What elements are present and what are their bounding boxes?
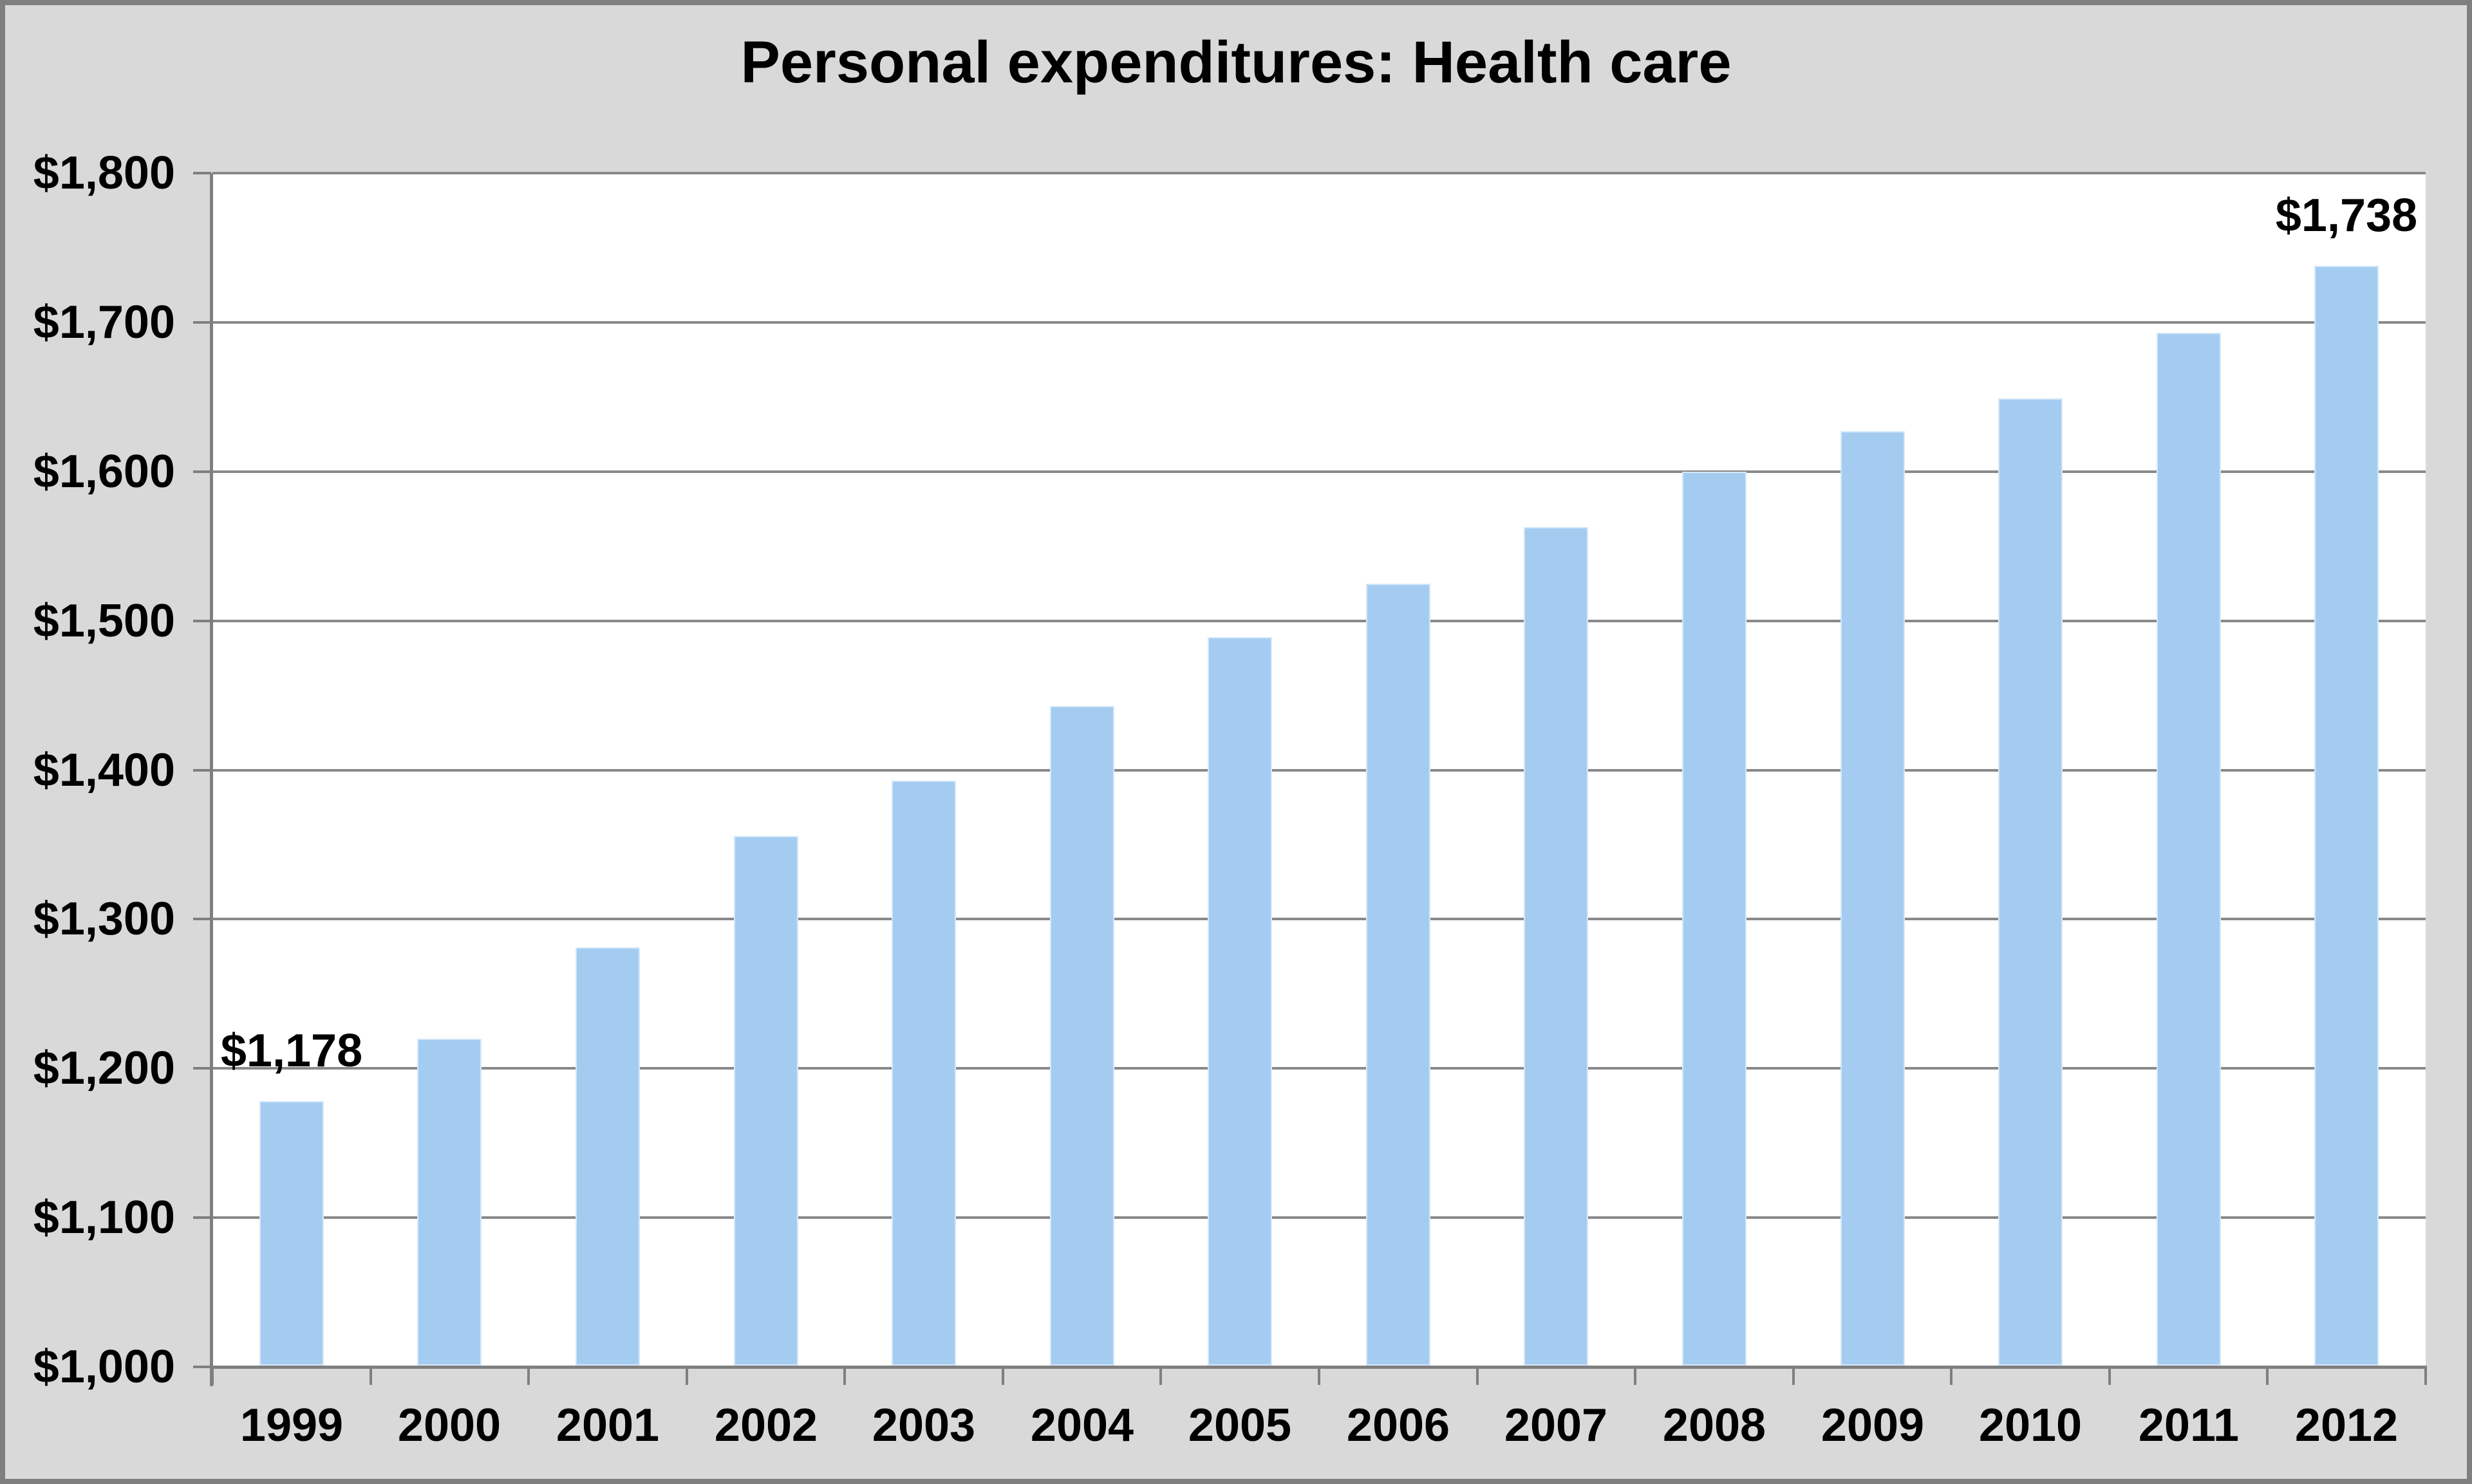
y-axis-label: $1,200 <box>33 1043 175 1094</box>
bar-2004 <box>1050 706 1114 1366</box>
x-axis-label-2000: 2000 <box>397 1400 501 1451</box>
y-axis-line <box>210 173 213 1386</box>
x-axis-label-2009: 2009 <box>1821 1400 1925 1451</box>
y-axis-tick <box>193 1366 211 1368</box>
bar-2007 <box>1524 527 1588 1366</box>
y-axis-label: $1,700 <box>33 297 175 348</box>
y-axis-label: $1,400 <box>33 745 175 796</box>
bar-2006 <box>1366 584 1430 1366</box>
x-axis-tick <box>2424 1366 2427 1385</box>
x-axis-tick <box>370 1366 372 1385</box>
data-label-2012: $1,738 <box>2275 190 2418 241</box>
x-axis-tick <box>2108 1366 2111 1385</box>
x-axis-label-2004: 2004 <box>1030 1400 1134 1451</box>
y-axis-tick <box>193 470 211 473</box>
gridline-1500 <box>212 620 2426 622</box>
x-axis-label-2001: 2001 <box>556 1400 660 1451</box>
bar-2002 <box>734 836 798 1366</box>
plot-area <box>212 172 2426 1367</box>
bar-2010 <box>1998 398 2063 1366</box>
x-axis-label-2007: 2007 <box>1504 1400 1608 1451</box>
x-axis-label-2003: 2003 <box>872 1400 976 1451</box>
x-axis-tick <box>686 1366 688 1385</box>
y-axis-tick <box>193 620 211 622</box>
y-axis-label: $1,500 <box>33 595 175 647</box>
bar-2009 <box>1840 431 1905 1366</box>
x-axis-tick <box>2266 1366 2269 1385</box>
chart-title: Personal expenditures: Health care <box>740 30 1732 95</box>
x-axis-label-1999: 1999 <box>239 1400 344 1451</box>
x-axis-label-2005: 2005 <box>1188 1400 1292 1451</box>
gridline-1800 <box>212 172 2426 174</box>
x-axis-tick <box>1476 1366 1479 1385</box>
bar-2008 <box>1682 472 1746 1366</box>
x-axis-tick <box>1634 1366 1636 1385</box>
gridline-1400 <box>212 769 2426 772</box>
y-axis-label: $1,600 <box>33 446 175 497</box>
x-axis-tick <box>1792 1366 1795 1385</box>
x-axis-tick <box>1159 1366 1162 1385</box>
bar-1999 <box>259 1101 324 1366</box>
x-axis-label-2008: 2008 <box>1662 1400 1766 1451</box>
x-axis-label-2002: 2002 <box>714 1400 818 1451</box>
x-axis-tick <box>1318 1366 1320 1385</box>
bar-2001 <box>576 947 640 1366</box>
y-axis-tick <box>193 918 211 920</box>
y-axis-tick <box>193 172 211 174</box>
bar-2012 <box>2314 266 2379 1366</box>
x-axis-line <box>212 1366 2426 1369</box>
gridline-1100 <box>212 1216 2426 1219</box>
bar-2005 <box>1208 637 1272 1366</box>
x-axis-label-2006: 2006 <box>1346 1400 1450 1451</box>
gridline-1700 <box>212 321 2426 324</box>
bar-2000 <box>417 1039 482 1366</box>
x-axis-tick <box>1002 1366 1004 1385</box>
x-axis-label-2011: 2011 <box>2138 1400 2240 1451</box>
y-axis-label: $1,100 <box>33 1192 175 1243</box>
gridline-1600 <box>212 470 2426 473</box>
gridline-1200 <box>212 1067 2426 1070</box>
x-axis-tick <box>1950 1366 1952 1385</box>
gridline-1300 <box>212 918 2426 920</box>
data-label-1999: $1,178 <box>220 1025 363 1077</box>
x-axis-label-2012: 2012 <box>2294 1400 2399 1451</box>
x-axis-tick <box>843 1366 846 1385</box>
y-axis-tick <box>193 769 211 772</box>
y-axis-tick <box>193 1067 211 1070</box>
bar-2003 <box>892 781 956 1366</box>
y-axis-tick <box>193 321 211 324</box>
y-axis-tick <box>193 1216 211 1219</box>
y-axis-label: $1,300 <box>33 893 175 945</box>
x-axis-tick <box>527 1366 530 1385</box>
y-axis-label: $1,800 <box>33 147 175 199</box>
bar-2011 <box>2157 333 2221 1366</box>
x-axis-label-2010: 2010 <box>1978 1400 2083 1451</box>
y-axis-label: $1,000 <box>33 1341 175 1393</box>
